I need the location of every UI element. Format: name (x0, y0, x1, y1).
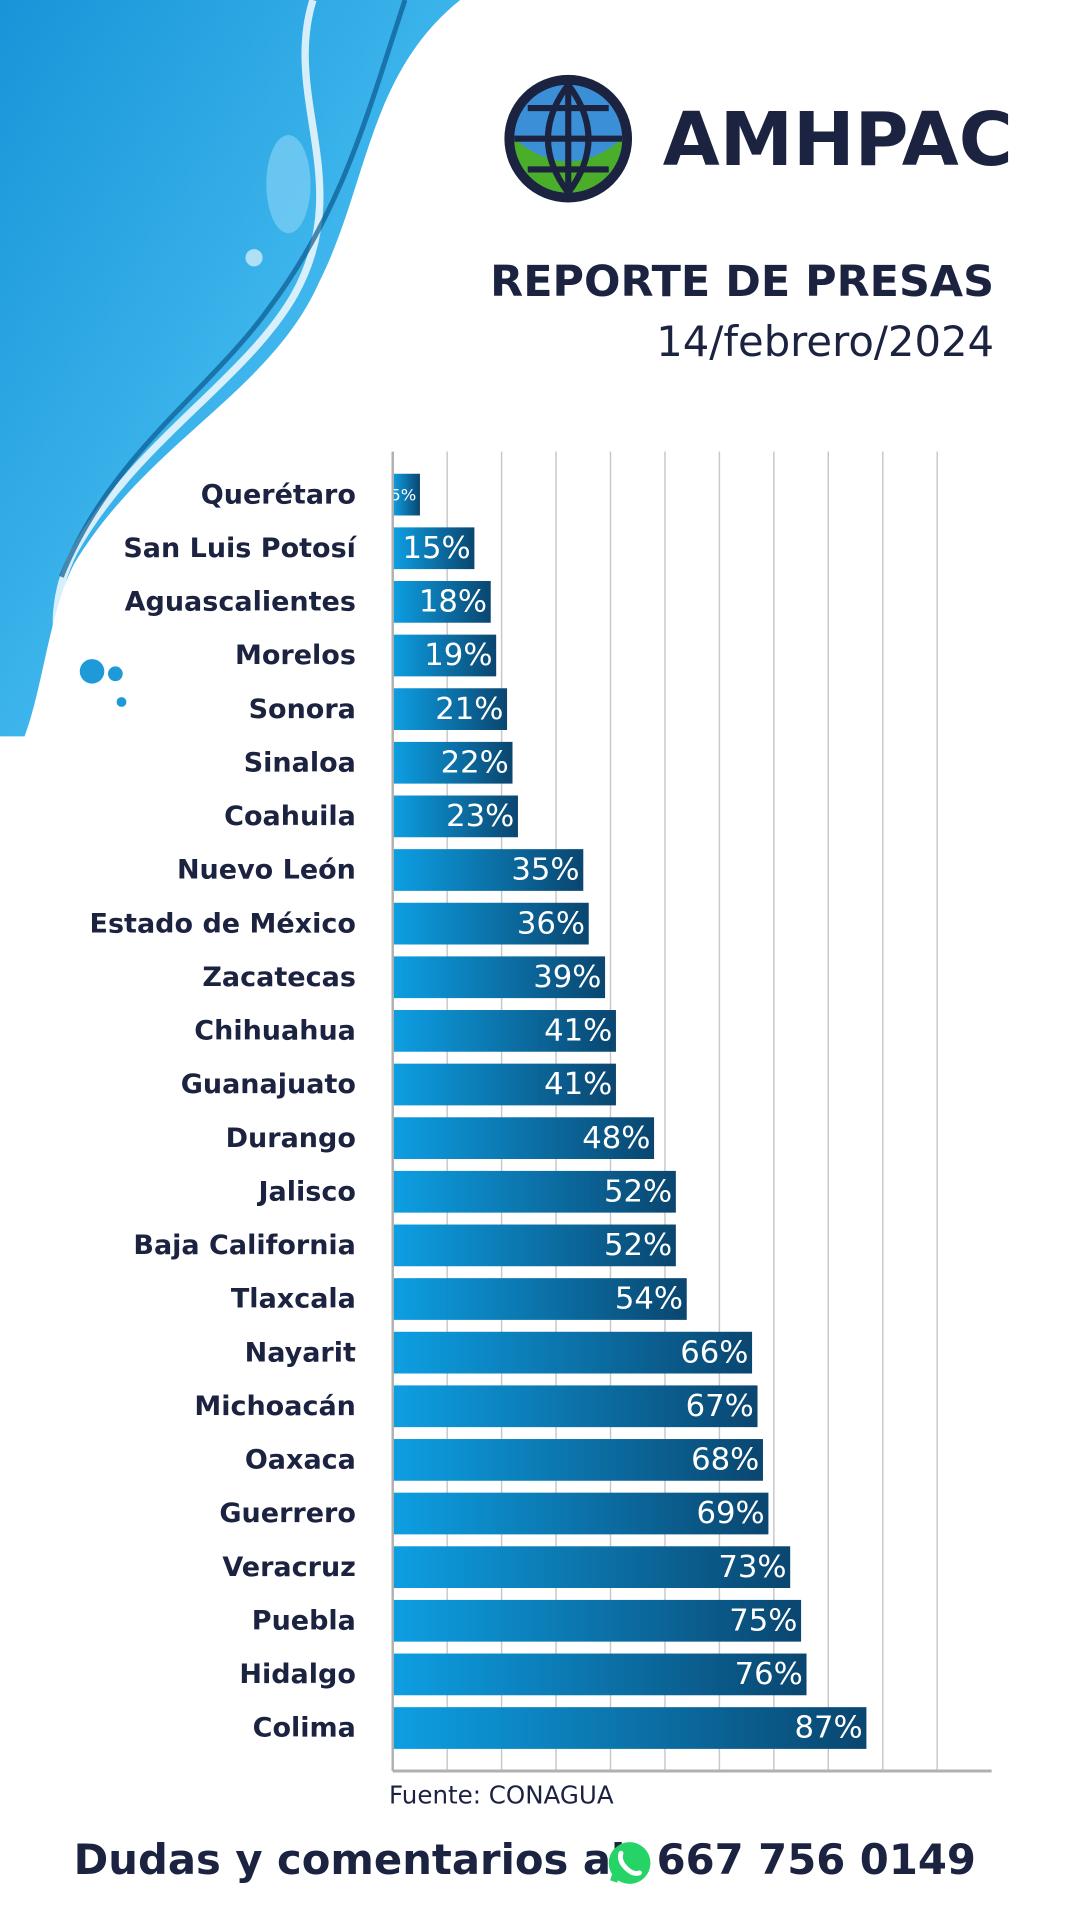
y-tick-label: Chihuahua (194, 1016, 356, 1047)
y-tick-label: Sinaloa (244, 747, 356, 778)
y-tick-label: Nuevo León (177, 855, 356, 886)
bar (392, 1439, 763, 1481)
bar (392, 1492, 769, 1535)
brand: AMHPAC (663, 98, 1013, 183)
bar (392, 1224, 676, 1267)
value-label: 22% (441, 745, 509, 780)
bar (392, 902, 589, 945)
y-tick-label: Veracruz (222, 1552, 356, 1583)
bar (392, 634, 497, 677)
value-label: 67% (686, 1389, 754, 1424)
bar (392, 1170, 676, 1213)
bar (392, 1117, 655, 1159)
y-tick-label: Nayarit (245, 1337, 356, 1368)
chart-subtitle: 14/febrero/2024 (656, 317, 994, 366)
value-label: 41% (544, 1067, 612, 1102)
bar (392, 1599, 802, 1642)
bar (392, 688, 508, 730)
value-label: 41% (544, 1014, 612, 1049)
value-label: 76% (735, 1657, 803, 1692)
value-label: 36% (517, 906, 585, 941)
whatsapp-icon (608, 1842, 651, 1884)
bar (392, 1385, 758, 1428)
footer-text: Dudas y comentarios al (74, 1835, 626, 1884)
y-tick-label: Zacatecas (202, 962, 356, 993)
y-tick-label: Hidalgo (239, 1659, 356, 1690)
water-splash (0, 0, 461, 737)
logo (504, 74, 633, 203)
y-tick-label: Colima (253, 1713, 356, 1744)
bar (392, 1278, 687, 1320)
bar (392, 1653, 807, 1696)
value-label: 15% (403, 531, 471, 566)
y-tick-label: Tlaxcala (231, 1284, 356, 1315)
source-note: Fuente: CONAGUA (389, 1781, 614, 1810)
value-label: 52% (604, 1228, 672, 1263)
value-label: 54% (615, 1282, 683, 1317)
value-label: 87% (795, 1711, 863, 1746)
y-tick-label: Baja California (133, 1230, 356, 1261)
bar (392, 473, 420, 516)
value-label: 66% (680, 1335, 748, 1370)
bar (392, 1331, 753, 1374)
y-tick-label: Estado de México (90, 908, 356, 939)
bar (392, 795, 518, 838)
phone-number: 667 756 0149 (657, 1835, 976, 1884)
bar (392, 741, 513, 784)
y-tick-label: Coahuila (224, 801, 356, 832)
value-label: 39% (533, 960, 601, 995)
value-label: 73% (718, 1550, 786, 1585)
chart-title: REPORTE DE PRESAS (490, 257, 994, 307)
value-label: 68% (691, 1443, 759, 1478)
y-tick-label: Sonora (249, 694, 356, 725)
value-label: 69% (697, 1496, 765, 1531)
bar (392, 956, 606, 999)
y-tick-label: Querétaro (201, 479, 356, 510)
bar (392, 581, 491, 623)
value-label: 21% (435, 692, 503, 727)
bar (392, 849, 584, 891)
value-label: 35% (511, 853, 579, 888)
y-tick-label: Puebla (252, 1606, 356, 1637)
y-tick-label: Morelos (235, 640, 356, 671)
value-label: 23% (446, 799, 514, 834)
value-label: 18% (419, 585, 487, 620)
value-label: 19% (424, 638, 492, 673)
value-label: 5% (390, 485, 416, 504)
y-tick-label: Oaxaca (245, 1445, 356, 1476)
value-label: 52% (604, 1174, 672, 1209)
bar (392, 1010, 616, 1052)
bar (392, 1546, 791, 1589)
y-tick-label: Aguascalientes (125, 587, 356, 618)
bar (392, 1063, 616, 1106)
y-tick-label: Jalisco (257, 1176, 356, 1207)
y-tick-label: Michoacán (194, 1391, 356, 1422)
y-tick-label: Guerrero (219, 1498, 356, 1529)
y-tick-label: Guanajuato (181, 1069, 356, 1100)
bar (392, 1707, 867, 1749)
y-tick-label: San Luis Potosí (123, 533, 357, 564)
plot: Querétaro 5% San Luis Potosí 15% Aguascalien… (90, 451, 992, 1773)
value-label: 75% (729, 1604, 797, 1639)
value-label: 48% (582, 1121, 650, 1156)
bar (392, 527, 475, 570)
y-tick-label: Durango (226, 1123, 356, 1154)
